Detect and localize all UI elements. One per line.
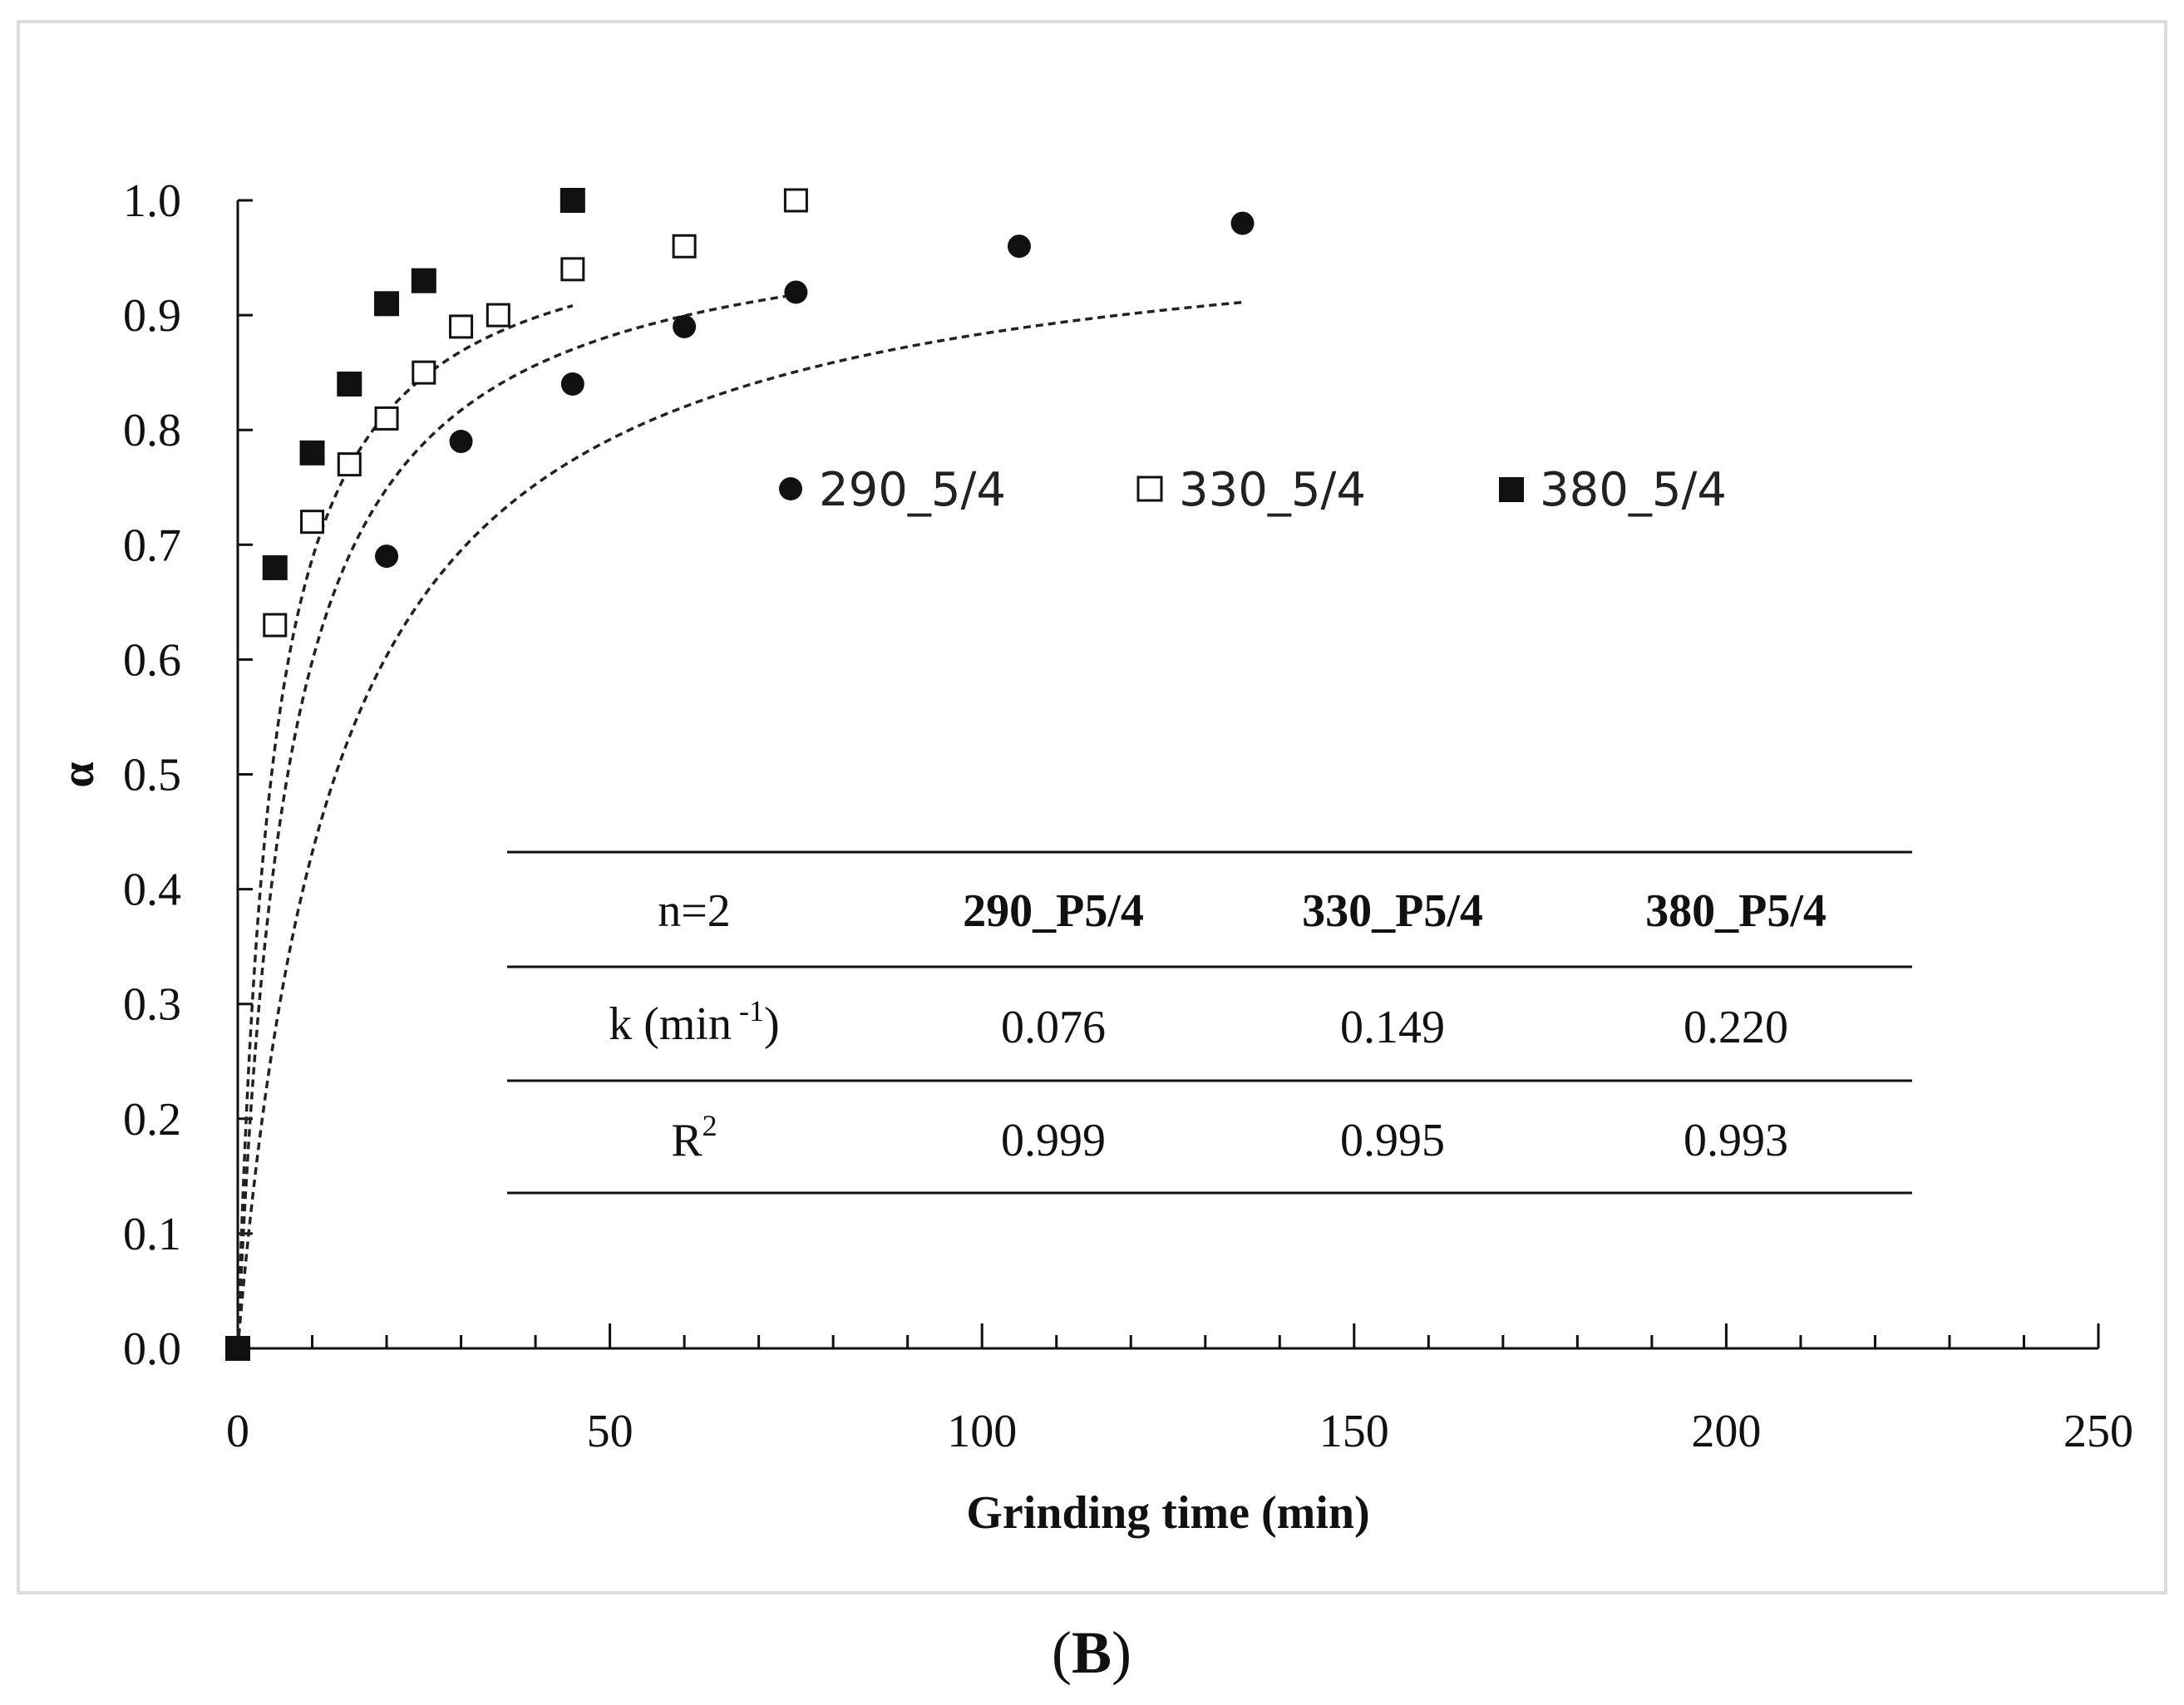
y-tick-label: 0.7 bbox=[123, 520, 181, 571]
data-point-330_5/4 bbox=[486, 303, 510, 328]
x-tick-label: 250 bbox=[2063, 1406, 2133, 1457]
x-tick-label: 150 bbox=[1319, 1406, 1389, 1457]
table-row-r2-label: R2 bbox=[671, 1109, 717, 1166]
data-point-380_5/4 bbox=[411, 268, 436, 293]
legend-marker-380 bbox=[1499, 477, 1524, 502]
x-tick-label: 100 bbox=[947, 1406, 1017, 1457]
kinetics-table: n=2 290_P5/4 330_P5/4 380_P5/4 k (min -1… bbox=[507, 850, 1912, 1195]
y-tick-label: 0.6 bbox=[123, 634, 181, 686]
table-cell-r2-380: 0.993 bbox=[1684, 1115, 1788, 1166]
data-point-380_5/4 bbox=[262, 554, 288, 580]
y-axis-title: α bbox=[52, 761, 104, 787]
x-tick-label: 50 bbox=[587, 1406, 634, 1457]
data-point-290_5/4 bbox=[560, 372, 584, 396]
data-point-330_5/4 bbox=[263, 613, 288, 638]
y-tick-label: 0.1 bbox=[123, 1209, 181, 1260]
data-point-330_5/4 bbox=[374, 406, 399, 431]
y-tick-label: 0.5 bbox=[123, 750, 181, 801]
data-point-380_5/4 bbox=[560, 188, 585, 213]
y-tick-label: 0.4 bbox=[123, 865, 181, 916]
data-point-290_5/4 bbox=[673, 314, 697, 338]
table-cell-r2-290: 0.999 bbox=[1001, 1115, 1106, 1166]
data-point-330_5/4 bbox=[449, 314, 474, 339]
caption-letter: B bbox=[1072, 1619, 1112, 1686]
table-cell-r2-330: 0.995 bbox=[1340, 1115, 1445, 1166]
table-row-k-label: k (min -1) bbox=[609, 994, 779, 1050]
data-point-290_5/4 bbox=[784, 280, 808, 304]
legend-marker-290 bbox=[779, 477, 802, 500]
table-cell-k-290: 0.076 bbox=[1001, 1002, 1106, 1053]
data-point-330_5/4 bbox=[783, 188, 808, 213]
y-tick-label: 0.0 bbox=[123, 1323, 181, 1375]
data-markers bbox=[225, 188, 1255, 1361]
data-point-380_5/4 bbox=[374, 291, 400, 317]
y-axis-ticks: 0.0 0.1 0.2 0.3 0.4 0.5 0.6 0.7 0.8 0.9 1.0 bbox=[123, 175, 253, 1375]
caption-close: ) bbox=[1112, 1619, 1131, 1686]
y-tick-label: 0.3 bbox=[123, 979, 181, 1031]
data-point-380_5/4 bbox=[299, 440, 325, 466]
legend-label-290: 290_5/4 bbox=[819, 463, 1006, 517]
data-point-330_5/4 bbox=[300, 510, 325, 535]
data-point-380_5/4 bbox=[337, 371, 362, 397]
k-label-sup: -1 bbox=[732, 994, 764, 1027]
table-cell-k-380: 0.220 bbox=[1684, 1002, 1788, 1053]
data-point-330_5/4 bbox=[412, 360, 436, 385]
x-axis-ticks: 0 50 100 150 200 250 bbox=[226, 1323, 2133, 1457]
figure-caption: (B) bbox=[1052, 1619, 1131, 1686]
fit-curve-290_5/4 bbox=[236, 300, 1243, 1349]
y-tick-label: 0.2 bbox=[123, 1094, 181, 1146]
data-point-290_5/4 bbox=[1230, 211, 1255, 235]
data-point-290_5/4 bbox=[375, 545, 399, 569]
table-header-n: n=2 bbox=[658, 885, 731, 937]
data-point-380_5/4 bbox=[225, 1336, 250, 1361]
legend-label-330: 330_5/4 bbox=[1179, 463, 1366, 517]
data-point-330_5/4 bbox=[560, 257, 585, 282]
y-tick-label: 0.8 bbox=[123, 405, 181, 456]
table-cell-k-330: 0.149 bbox=[1340, 1002, 1445, 1053]
k-label-end: ) bbox=[764, 998, 780, 1050]
y-tick-label: 0.9 bbox=[123, 290, 181, 342]
y-tick-label: 1.0 bbox=[123, 175, 181, 227]
data-point-290_5/4 bbox=[1007, 234, 1031, 259]
fit-curve-330_5/4 bbox=[236, 293, 796, 1349]
data-point-330_5/4 bbox=[337, 452, 362, 477]
table-header-380: 380_P5/4 bbox=[1645, 885, 1827, 937]
data-point-290_5/4 bbox=[449, 430, 473, 454]
table-header-290: 290_P5/4 bbox=[963, 885, 1144, 937]
x-axis-title: Grinding time (min) bbox=[966, 1487, 1369, 1539]
legend-marker-330 bbox=[1136, 476, 1163, 502]
legend: 290_5/4 330_5/4 380_5/4 bbox=[779, 463, 1727, 517]
legend-label-380: 380_5/4 bbox=[1540, 463, 1727, 517]
chart-frame bbox=[17, 20, 2167, 1594]
x-tick-label: 0 bbox=[226, 1406, 249, 1457]
r2-label-sup: 2 bbox=[703, 1109, 717, 1142]
caption-open: ( bbox=[1052, 1619, 1072, 1686]
r2-label-main: R bbox=[671, 1115, 703, 1166]
data-point-330_5/4 bbox=[672, 234, 697, 259]
table-header-330: 330_P5/4 bbox=[1302, 885, 1483, 937]
x-tick-label: 200 bbox=[1691, 1406, 1761, 1457]
k-label-main: k (min bbox=[609, 998, 732, 1050]
